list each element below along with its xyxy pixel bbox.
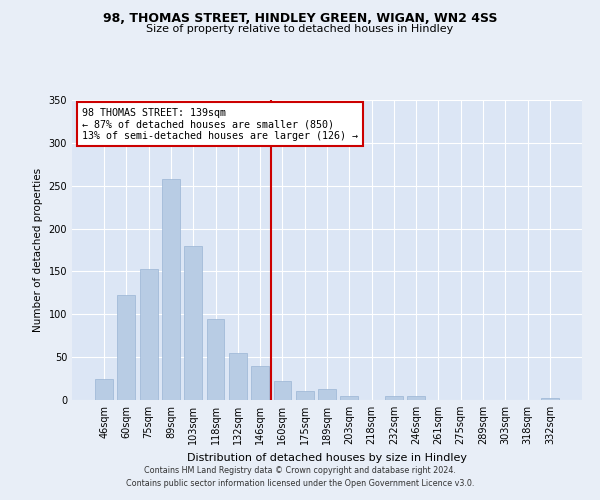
Bar bbox=[162, 179, 180, 400]
X-axis label: Distribution of detached houses by size in Hindley: Distribution of detached houses by size … bbox=[187, 452, 467, 462]
Bar bbox=[541, 398, 559, 400]
Bar bbox=[184, 246, 202, 400]
Bar bbox=[118, 296, 136, 400]
Bar bbox=[206, 318, 224, 400]
Text: 98, THOMAS STREET, HINDLEY GREEN, WIGAN, WN2 4SS: 98, THOMAS STREET, HINDLEY GREEN, WIGAN,… bbox=[103, 12, 497, 26]
Bar bbox=[274, 381, 292, 400]
Bar bbox=[407, 396, 425, 400]
Bar bbox=[340, 396, 358, 400]
Bar bbox=[251, 366, 269, 400]
Text: Contains HM Land Registry data © Crown copyright and database right 2024.
Contai: Contains HM Land Registry data © Crown c… bbox=[126, 466, 474, 487]
Bar bbox=[229, 353, 247, 400]
Bar bbox=[318, 389, 336, 400]
Text: Size of property relative to detached houses in Hindley: Size of property relative to detached ho… bbox=[146, 24, 454, 34]
Bar bbox=[385, 396, 403, 400]
Bar bbox=[296, 390, 314, 400]
Text: 98 THOMAS STREET: 139sqm
← 87% of detached houses are smaller (850)
13% of semi-: 98 THOMAS STREET: 139sqm ← 87% of detach… bbox=[82, 108, 358, 140]
Bar bbox=[95, 378, 113, 400]
Bar bbox=[140, 269, 158, 400]
Y-axis label: Number of detached properties: Number of detached properties bbox=[33, 168, 43, 332]
